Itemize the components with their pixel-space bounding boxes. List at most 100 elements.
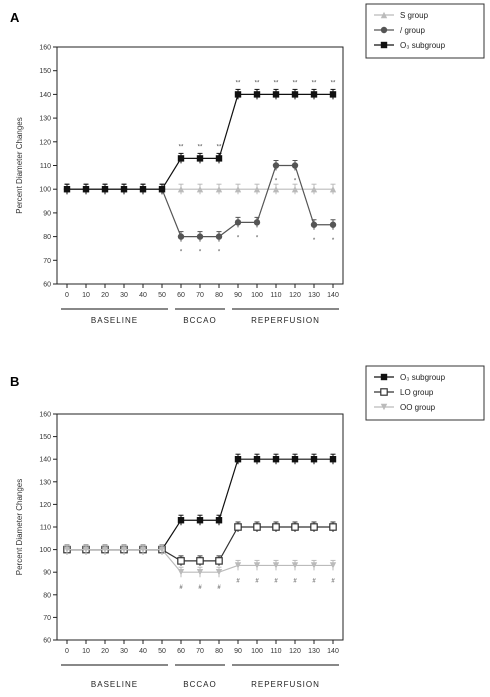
data-point xyxy=(329,562,337,569)
data-point xyxy=(196,557,204,565)
y-tick-label: 160 xyxy=(39,45,51,52)
data-point xyxy=(310,221,318,228)
data-point xyxy=(272,186,280,193)
significance-mark: # xyxy=(217,585,221,591)
data-point xyxy=(329,221,337,228)
chart-panel-a: A 60 70 80 90 100 110 120 130 140 150 160 0 10 20 30 40 5… xyxy=(10,3,485,325)
data-point xyxy=(196,517,204,524)
data-point xyxy=(120,186,128,193)
x-tick-label: 10 xyxy=(82,292,90,299)
data-point xyxy=(253,456,261,463)
data-point xyxy=(380,388,388,396)
y-tick-label: 60 xyxy=(43,282,51,289)
x-tick-label: 130 xyxy=(308,292,320,299)
data-point xyxy=(380,11,388,19)
significance-mark: * xyxy=(180,250,183,256)
data-point xyxy=(272,162,280,169)
significance-mark: ** xyxy=(293,80,298,86)
data-point xyxy=(63,186,71,193)
data-point xyxy=(101,546,109,553)
legend-item: LO group xyxy=(374,388,434,397)
data-point xyxy=(329,91,337,98)
x-tick-label: 50 xyxy=(158,292,166,299)
x-tick-label: 120 xyxy=(289,292,301,299)
series-2: # # # # # # # # # xyxy=(63,544,337,591)
legend-item: O₃ subgroup xyxy=(374,41,446,50)
data-point xyxy=(234,91,242,98)
significance-mark: * xyxy=(199,250,202,256)
x-tick-label: 20 xyxy=(101,292,109,299)
data-point xyxy=(82,186,90,193)
data-point xyxy=(234,186,242,193)
data-point xyxy=(139,546,147,553)
plot-frame xyxy=(56,46,344,285)
data-point xyxy=(234,456,242,463)
y-tick-label: 110 xyxy=(40,163,51,170)
data-point xyxy=(215,233,223,240)
x-tick-label: 40 xyxy=(139,648,147,655)
significance-mark: ** xyxy=(217,144,222,150)
data-point xyxy=(215,186,223,193)
data-point xyxy=(310,562,318,569)
legend-item: OO group xyxy=(374,403,436,412)
data-point xyxy=(310,456,318,463)
series-2: ** ** **** ** ** ** ** ** xyxy=(63,80,337,195)
legend-label: / group xyxy=(400,26,425,35)
y-tick-label: 150 xyxy=(39,434,51,441)
x-tick-label: 70 xyxy=(196,648,204,655)
significance-mark: # xyxy=(312,578,316,584)
significance-mark: ** xyxy=(331,80,336,86)
y-tick-label: 130 xyxy=(39,116,51,123)
x-tick-label: 30 xyxy=(120,292,128,299)
y-tick-label: 160 xyxy=(39,412,51,419)
x-tick-label: 120 xyxy=(289,648,301,655)
x-tick-label: 90 xyxy=(234,292,242,299)
data-point xyxy=(196,569,204,576)
data-point xyxy=(234,219,242,226)
x-tick-label: 140 xyxy=(327,292,339,299)
y-tick-label: 70 xyxy=(43,258,51,265)
significance-mark: * xyxy=(275,179,278,185)
x-tick-label: 70 xyxy=(196,292,204,299)
data-point xyxy=(291,186,299,193)
x-tick-label: 110 xyxy=(270,648,281,655)
x-tick-label: 60 xyxy=(177,648,185,655)
significance-mark: # xyxy=(274,578,278,584)
y-tick-label: 90 xyxy=(43,570,51,577)
legend-label: S group xyxy=(400,11,429,20)
series-line xyxy=(67,93,333,190)
y-tick-label: 140 xyxy=(39,92,51,99)
series-line xyxy=(67,458,333,551)
x-tick-label: 20 xyxy=(101,648,109,655)
legend-item: S group xyxy=(374,11,429,20)
data-point xyxy=(253,219,261,226)
y-tick-label: 120 xyxy=(39,502,51,509)
x-tick-label: 90 xyxy=(234,648,242,655)
x-tick-label: 110 xyxy=(270,292,281,299)
phase-label: REPERFUSION xyxy=(251,316,320,325)
data-point xyxy=(120,546,128,553)
x-tick-label: 10 xyxy=(82,648,90,655)
significance-mark: ** xyxy=(198,144,203,150)
phase-label: BCCAO xyxy=(183,680,216,689)
data-point xyxy=(215,557,223,565)
legend: S group / group O₃ subgroup xyxy=(365,3,485,59)
data-point xyxy=(177,569,185,576)
data-point xyxy=(82,546,90,553)
data-point xyxy=(380,373,388,381)
significance-mark: * xyxy=(313,238,316,244)
data-point xyxy=(272,91,280,98)
legend-item: O₃ subgroup xyxy=(374,373,446,382)
legend-label: LO group xyxy=(400,388,434,397)
legend-label: OO group xyxy=(400,403,436,412)
significance-mark: # xyxy=(198,585,202,591)
phase-label: BCCAO xyxy=(183,316,216,325)
series-1: * * * * * * * * * xyxy=(63,160,337,256)
phase-label: BASELINE xyxy=(91,680,138,689)
legend-item: / group xyxy=(374,26,425,35)
data-point xyxy=(291,562,299,569)
data-point xyxy=(253,523,261,531)
y-tick-label: 140 xyxy=(39,457,51,464)
y-tick-label: 80 xyxy=(43,234,51,241)
